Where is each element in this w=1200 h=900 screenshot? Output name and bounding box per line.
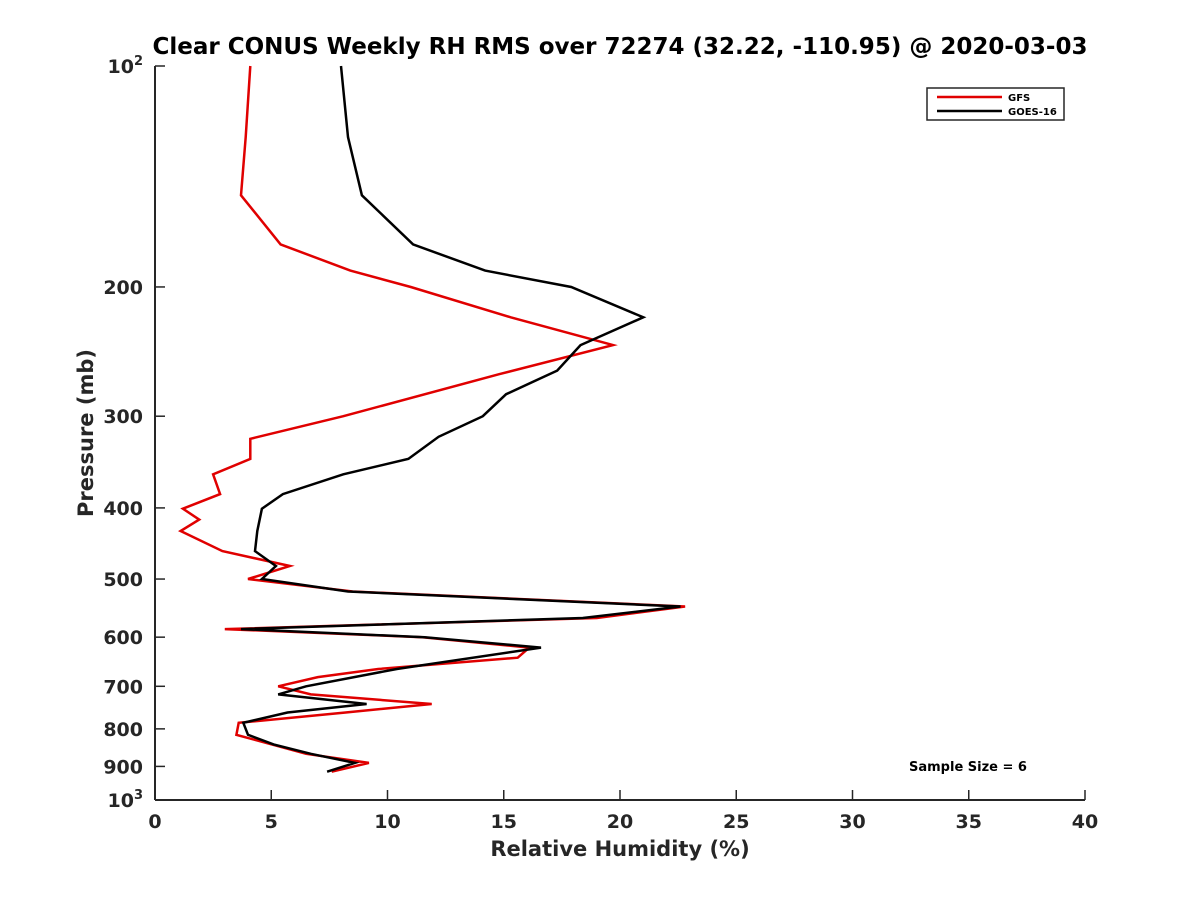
x-axis-ticks: 0 5 10 15 20 25 30 35 40 — [148, 790, 1098, 833]
legend-box — [926, 87, 1065, 121]
series-line-goes16 — [240, 65, 681, 773]
x-tick-label: 30 — [839, 811, 865, 833]
y-tick-label: 600 — [103, 627, 143, 649]
series-layer — [177, 65, 686, 773]
x-tick-label: 35 — [956, 811, 982, 833]
y-tick-label: 200 — [103, 277, 143, 299]
chart-title: Clear CONUS Weekly RH RMS over 72274 (32… — [153, 34, 1088, 60]
x-tick-label: 15 — [491, 811, 517, 833]
y-tick-label: 800 — [103, 719, 143, 741]
y-axis-label: Pressure (mb) — [74, 349, 98, 517]
y-tick-label: 400 — [103, 498, 143, 520]
x-tick-label: 10 — [374, 811, 400, 833]
series-line-gfs — [177, 65, 686, 773]
y-tick-label: 900 — [103, 756, 143, 778]
y-tick-label: 102 — [108, 54, 144, 78]
y-tick-label: 500 — [103, 569, 143, 591]
x-tick-label: 0 — [148, 811, 161, 833]
legend: GFS GOES-16 — [926, 87, 1065, 121]
y-tick-label: 300 — [103, 406, 143, 428]
x-tick-label: 25 — [723, 811, 749, 833]
x-tick-label: 5 — [265, 811, 278, 833]
x-tick-label: 40 — [1072, 811, 1098, 833]
x-axis-label: Relative Humidity (%) — [490, 837, 749, 861]
sample-size-annotation: Sample Size = 6 — [909, 760, 1027, 775]
x-tick-label: 20 — [607, 811, 633, 833]
legend-label-goes16: GOES-16 — [1008, 107, 1057, 118]
y-tick-label: 700 — [103, 676, 143, 698]
y-axis-ticks: 102 200 300 400 500 600 700 800 900 103 — [103, 54, 165, 812]
legend-label-gfs: GFS — [1008, 93, 1030, 104]
y-tick-label: 103 — [108, 788, 144, 812]
